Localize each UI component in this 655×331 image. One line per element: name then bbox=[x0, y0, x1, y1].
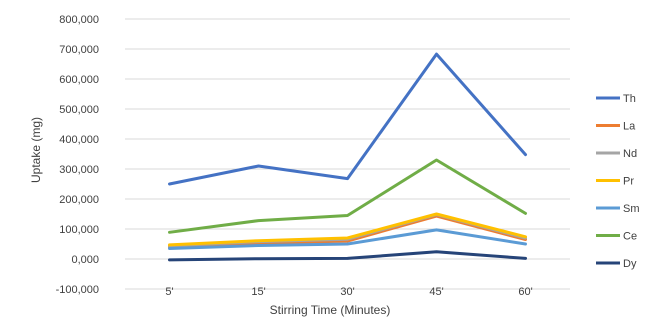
legend-label: Th bbox=[623, 93, 636, 105]
y-tick-label: 100,000 bbox=[59, 224, 99, 236]
legend-label: Ce bbox=[623, 231, 637, 243]
legend-item-pr: Pr bbox=[596, 176, 634, 188]
y-axis-title: Uptake (mg) bbox=[29, 117, 43, 183]
y-tick-label: 500,000 bbox=[59, 104, 99, 116]
legend-label: La bbox=[623, 121, 636, 133]
y-tick-label: -100,000 bbox=[56, 284, 99, 296]
x-axis-title: Stirring Time (Minutes) bbox=[270, 303, 391, 317]
y-tick-label: 300,000 bbox=[59, 164, 99, 176]
x-tick-label: 30' bbox=[340, 286, 354, 298]
x-axis-ticks: 5' 15' 30' 45' 60' bbox=[165, 286, 532, 298]
y-tick-label: 700,000 bbox=[59, 44, 99, 56]
series-line-th bbox=[168, 52, 527, 186]
y-tick-label: 600,000 bbox=[59, 74, 99, 86]
y-tick-label: 200,000 bbox=[59, 194, 99, 206]
legend-label: Dy bbox=[623, 258, 637, 270]
y-tick-label: 800,000 bbox=[59, 14, 99, 26]
legend-item-th: Th bbox=[596, 93, 636, 105]
y-tick-label: 0,000 bbox=[71, 254, 99, 266]
y-axis-ticks: -100,000 0,000 100,000 200,000 300,000 400,00… bbox=[56, 14, 99, 296]
x-tick-label: 15' bbox=[251, 286, 265, 298]
legend-item-ce: Ce bbox=[596, 231, 637, 243]
series-lines bbox=[168, 52, 527, 262]
x-tick-label: 60' bbox=[518, 286, 532, 298]
legend-item-dy: Dy bbox=[596, 258, 637, 270]
legend-item-sm: Sm bbox=[596, 203, 640, 215]
series-line-ce bbox=[168, 158, 527, 234]
y-tick-label: 400,000 bbox=[59, 134, 99, 146]
x-tick-label: 5' bbox=[165, 286, 173, 298]
legend: Th La Nd Pr Sm Ce Dy bbox=[596, 93, 640, 270]
legend-label: Nd bbox=[623, 148, 637, 160]
legend-item-nd: Nd bbox=[596, 148, 637, 160]
legend-label: Sm bbox=[623, 203, 640, 215]
legend-item-la: La bbox=[596, 121, 636, 133]
legend-label: Pr bbox=[623, 176, 634, 188]
x-tick-label: 45' bbox=[429, 286, 443, 298]
